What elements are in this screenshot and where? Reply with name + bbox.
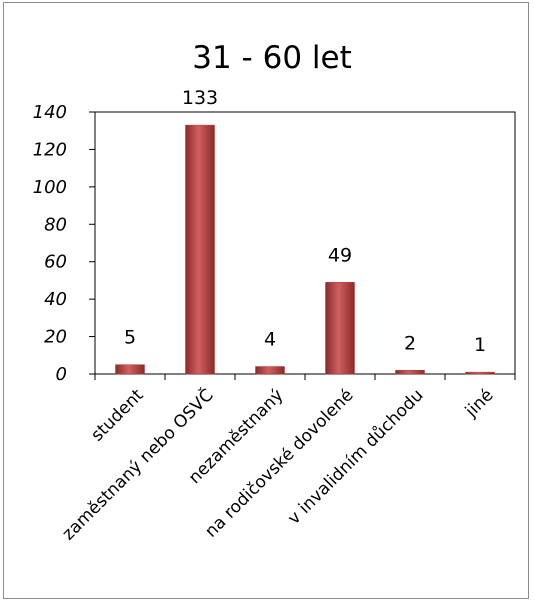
y-tick-label: 100 bbox=[33, 177, 67, 198]
category-label: jiné bbox=[461, 385, 498, 422]
data-label: 5 bbox=[124, 327, 136, 349]
category-label: v invalidním důchodu bbox=[284, 385, 427, 528]
y-tick-label: 40 bbox=[44, 289, 67, 310]
bar bbox=[115, 364, 145, 375]
y-tick-label: 80 bbox=[44, 214, 67, 235]
data-label: 2 bbox=[404, 332, 416, 354]
y-tick-label: 20 bbox=[44, 327, 67, 348]
y-tick-label: 120 bbox=[33, 139, 67, 160]
bar bbox=[185, 124, 215, 375]
chart-frame bbox=[3, 2, 529, 599]
y-tick-label: 140 bbox=[33, 102, 67, 123]
data-label: 133 bbox=[182, 87, 218, 109]
plot-area: 0204060801001201405student133zaměstnaný … bbox=[33, 87, 516, 544]
plot-border bbox=[94, 111, 516, 375]
bar bbox=[325, 282, 355, 375]
y-tick-label: 0 bbox=[56, 364, 67, 385]
category-label: student bbox=[87, 385, 147, 445]
data-label: 1 bbox=[474, 334, 486, 356]
bar bbox=[395, 370, 425, 375]
data-label: 49 bbox=[328, 244, 352, 266]
chart-title: 31 - 60 let bbox=[192, 40, 351, 76]
bar bbox=[255, 366, 285, 375]
data-label: 4 bbox=[264, 329, 276, 351]
bar bbox=[465, 371, 495, 375]
y-tick-label: 60 bbox=[44, 252, 67, 273]
